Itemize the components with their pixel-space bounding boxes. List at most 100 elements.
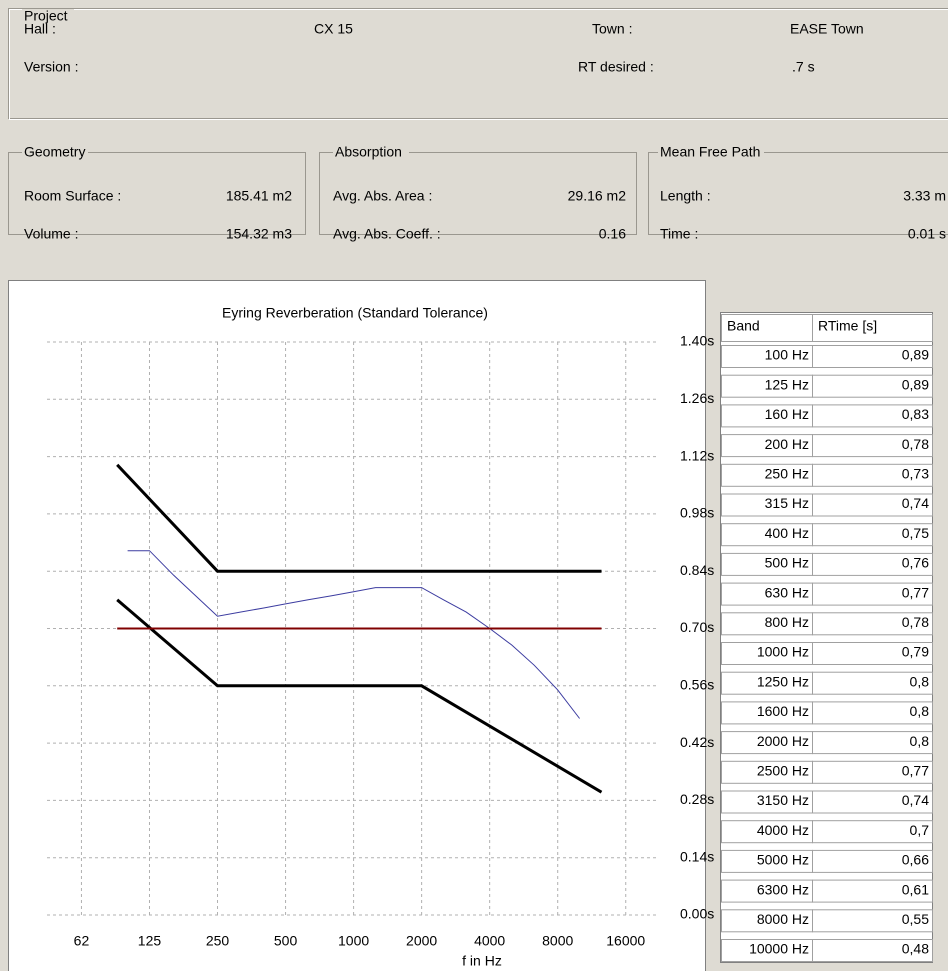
- band-cell: 200 Hz: [765, 436, 809, 452]
- table-header: Band: [727, 318, 760, 334]
- series-line: [116, 598, 603, 794]
- band-cell: 5000 Hz: [757, 852, 809, 868]
- x-tick-label: 62: [74, 933, 90, 949]
- field-label: Town :: [592, 21, 632, 37]
- x-tick-label: 16000: [606, 933, 645, 949]
- field-value: EASE Town: [790, 21, 864, 37]
- field-label: Avg. Abs. Area :: [333, 188, 432, 204]
- field-value: CX 15: [314, 21, 353, 37]
- table-cell: [812, 701, 933, 725]
- band-cell: 630 Hz: [765, 584, 809, 600]
- rtime-cell: 0,55: [902, 911, 929, 927]
- rtime-cell: 0,79: [902, 644, 929, 660]
- band-cell: 400 Hz: [765, 525, 809, 541]
- group-title: Absorption: [335, 144, 402, 160]
- geometry-frame: [8, 152, 306, 235]
- table-cell: [812, 434, 933, 458]
- rtime-cell: 0,48: [902, 941, 929, 957]
- x-tick-label: 4000: [474, 933, 505, 949]
- table-cell: [812, 374, 933, 398]
- table-cell: [812, 493, 933, 517]
- y-tick-label: 0.42s: [680, 734, 714, 750]
- band-cell: 160 Hz: [765, 406, 809, 422]
- x-tick-label: 1000: [338, 933, 369, 949]
- y-tick-label: 0.98s: [680, 505, 714, 521]
- table-cell: [812, 612, 933, 636]
- band-cell: 1250 Hz: [757, 673, 809, 689]
- field-label: Hall :: [24, 21, 56, 37]
- table-cell: [812, 314, 933, 342]
- field-value: 0.16: [599, 226, 626, 242]
- mfp-frame: [648, 152, 948, 235]
- x-tick-label: 2000: [406, 933, 437, 949]
- field-value: 185.41 m2: [226, 188, 292, 204]
- field-label: Version :: [24, 59, 78, 75]
- table-cell: [812, 463, 933, 487]
- band-cell: 3150 Hz: [757, 792, 809, 808]
- field-label: RT desired :: [578, 59, 654, 75]
- table-cell: [812, 879, 933, 903]
- band-cell: 6300 Hz: [757, 881, 809, 897]
- label-bg: [22, 9, 74, 25]
- table-header: RTime [s]: [818, 318, 877, 334]
- band-cell: 315 Hz: [765, 495, 809, 511]
- table-cell: [812, 760, 933, 784]
- x-axis-label: f in Hz: [462, 953, 502, 969]
- band-cell: 2500 Hz: [757, 763, 809, 779]
- group-title: Mean Free Path: [660, 144, 760, 160]
- rtime-cell: 0,89: [902, 347, 929, 363]
- y-tick-label: 0.70s: [680, 619, 714, 635]
- band-cell: 125 Hz: [765, 376, 809, 392]
- group-title: Geometry: [24, 144, 85, 160]
- rtime-cell: 0,8: [910, 733, 930, 749]
- rtime-cell: 0,74: [902, 495, 929, 511]
- rtime-cell: 0,83: [902, 406, 929, 422]
- band-cell: 250 Hz: [765, 466, 809, 482]
- y-tick-label: 0.56s: [680, 677, 714, 693]
- field-value: 0.01 s: [908, 226, 946, 242]
- y-tick-label: 1.26s: [680, 390, 714, 406]
- band-cell: 100 Hz: [765, 347, 809, 363]
- rtime-cell: 0,61: [902, 881, 929, 897]
- label-bg: [333, 145, 409, 161]
- band-cell: 500 Hz: [765, 555, 809, 571]
- rtime-cell: 0,73: [902, 466, 929, 482]
- rtime-cell: 0,76: [902, 555, 929, 571]
- table-panel: [720, 312, 933, 963]
- x-tick-label: 8000: [542, 933, 573, 949]
- rtime-cell: 0,78: [902, 614, 929, 630]
- band-cell: 1000 Hz: [757, 644, 809, 660]
- field-label: Avg. Abs. Coeff. :: [333, 226, 441, 242]
- field-value: 3.33 m: [903, 188, 946, 204]
- rtime-cell: 0,8: [910, 673, 930, 689]
- table-cell: [812, 849, 933, 873]
- label-bg: [658, 145, 764, 161]
- y-tick-label: 0.14s: [680, 848, 714, 864]
- rtime-cell: 0,74: [902, 792, 929, 808]
- band-cell: 8000 Hz: [757, 911, 809, 927]
- y-tick-label: 1.40s: [680, 333, 714, 349]
- band-cell: 2000 Hz: [757, 733, 809, 749]
- field-label: Time :: [660, 226, 698, 242]
- table-cell: [812, 523, 933, 547]
- rtime-cell: 0,66: [902, 852, 929, 868]
- table-cell: [812, 790, 933, 814]
- field-value: .7 s: [792, 59, 815, 75]
- field-label: Length :: [660, 188, 711, 204]
- table-cell: [812, 552, 933, 576]
- table-cell: [812, 820, 933, 844]
- table-cell: [812, 909, 933, 933]
- table-cell: [812, 939, 933, 962]
- project-frame: [8, 8, 948, 119]
- table-cell: [812, 404, 933, 428]
- table-cell: [812, 582, 933, 606]
- field-label: Room Surface :: [24, 188, 121, 204]
- series-line: [116, 463, 602, 573]
- field-value: 29.16 m2: [568, 188, 627, 204]
- y-tick-label: 1.12s: [680, 447, 714, 463]
- rtime-cell: 0,7: [910, 822, 930, 838]
- x-tick-label: 125: [138, 933, 162, 949]
- label-bg: [22, 145, 88, 161]
- band-cell: 800 Hz: [765, 614, 809, 630]
- chart-title: Eyring Reverberation (Standard Tolerance…: [222, 305, 488, 321]
